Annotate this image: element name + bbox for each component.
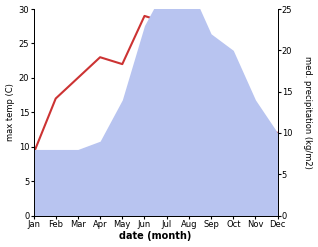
Y-axis label: med. precipitation (kg/m2): med. precipitation (kg/m2) bbox=[303, 56, 313, 169]
X-axis label: date (month): date (month) bbox=[119, 231, 192, 242]
Y-axis label: max temp (C): max temp (C) bbox=[5, 83, 15, 141]
